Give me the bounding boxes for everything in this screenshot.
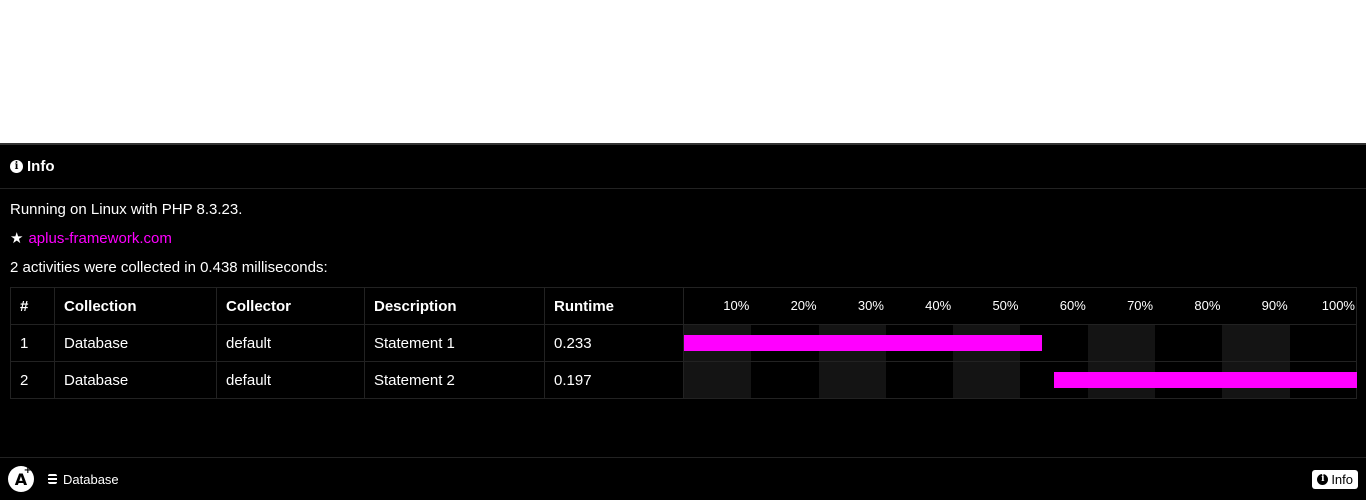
timeline-stripe bbox=[1222, 325, 1290, 361]
website-line: ★ aplus-framework.com bbox=[10, 231, 1356, 246]
row-collector: default bbox=[216, 324, 365, 362]
panel-header: i Info bbox=[0, 145, 1366, 189]
info-label: Info bbox=[1331, 472, 1353, 487]
info-button[interactable]: i Info bbox=[1312, 470, 1358, 489]
info-icon: i bbox=[1317, 474, 1329, 485]
header-collection: Collection bbox=[54, 287, 217, 325]
timeline-bar bbox=[684, 335, 1043, 351]
timeline-tick: 100% bbox=[1321, 298, 1355, 313]
timeline-tick: 90% bbox=[1261, 298, 1288, 313]
timeline-tick: 70% bbox=[1127, 298, 1154, 313]
row-num: 2 bbox=[10, 361, 55, 399]
timeline-tick: 60% bbox=[1059, 298, 1086, 313]
info-panel: i Info Running on Linux with PHP 8.3.23.… bbox=[0, 143, 1366, 457]
panel-title: Info bbox=[27, 158, 55, 175]
website-link[interactable]: aplus-framework.com bbox=[28, 230, 172, 247]
timeline-stripe bbox=[953, 362, 1021, 398]
summary-line: 2 activities were collected in 0.438 mil… bbox=[10, 259, 328, 276]
row-timeline bbox=[683, 324, 1357, 362]
info-icon: i bbox=[10, 160, 23, 173]
page-blank-area bbox=[0, 0, 1366, 143]
debugbar-toolbar: A + Database i Info bbox=[0, 457, 1366, 500]
row-collection: Database bbox=[54, 361, 217, 399]
timeline-tick: 30% bbox=[857, 298, 884, 313]
logo-letter: A bbox=[14, 469, 28, 489]
logo-plus: + bbox=[23, 465, 32, 476]
timeline-stripe bbox=[684, 362, 752, 398]
runtime-line: Running on Linux with PHP 8.3.23. bbox=[10, 201, 243, 218]
header-num: # bbox=[10, 287, 55, 325]
timeline-stripe bbox=[1087, 325, 1156, 361]
timeline-tick: 40% bbox=[925, 298, 952, 313]
row-runtime: 0.233 bbox=[544, 324, 684, 362]
row-description: Statement 1 bbox=[364, 324, 545, 362]
header-timeline: 10% 20% 30% 40% 50% 60% 70% 80% 90% 100% bbox=[683, 287, 1357, 325]
row-timeline bbox=[683, 361, 1357, 399]
header-collector: Collector bbox=[216, 287, 365, 325]
header-description: Description bbox=[364, 287, 545, 325]
table-row: 1 Database default Statement 1 0.233 bbox=[10, 324, 1357, 362]
timeline-tick: 20% bbox=[790, 298, 817, 313]
star-icon: ★ bbox=[10, 230, 24, 247]
activities-table: # Collection Collector Description Runti… bbox=[10, 287, 1357, 399]
table-row: 2 Database default Statement 2 0.197 bbox=[10, 361, 1357, 399]
table-header-row: # Collection Collector Description Runti… bbox=[10, 287, 1357, 325]
timeline-tick: 80% bbox=[1194, 298, 1221, 313]
timeline-stripe bbox=[818, 362, 886, 398]
row-collection: Database bbox=[54, 324, 217, 362]
row-runtime: 0.197 bbox=[544, 361, 684, 399]
database-icon bbox=[48, 474, 57, 484]
row-collector: default bbox=[216, 361, 365, 399]
timeline-ticks: 10% 20% 30% 40% 50% 60% 70% 80% 90% 100% bbox=[684, 288, 1356, 324]
timeline-bar bbox=[1054, 372, 1357, 388]
row-description: Statement 2 bbox=[364, 361, 545, 399]
aplus-logo[interactable]: A + bbox=[8, 465, 34, 492]
timeline-tick: 10% bbox=[723, 298, 750, 313]
timeline-tick: 50% bbox=[992, 298, 1019, 313]
database-button[interactable]: Database bbox=[48, 472, 119, 487]
row-num: 1 bbox=[10, 324, 55, 362]
header-runtime: Runtime bbox=[544, 287, 684, 325]
database-label: Database bbox=[63, 471, 119, 487]
panel-body: Running on Linux with PHP 8.3.23. ★ aplus… bbox=[0, 202, 1366, 275]
